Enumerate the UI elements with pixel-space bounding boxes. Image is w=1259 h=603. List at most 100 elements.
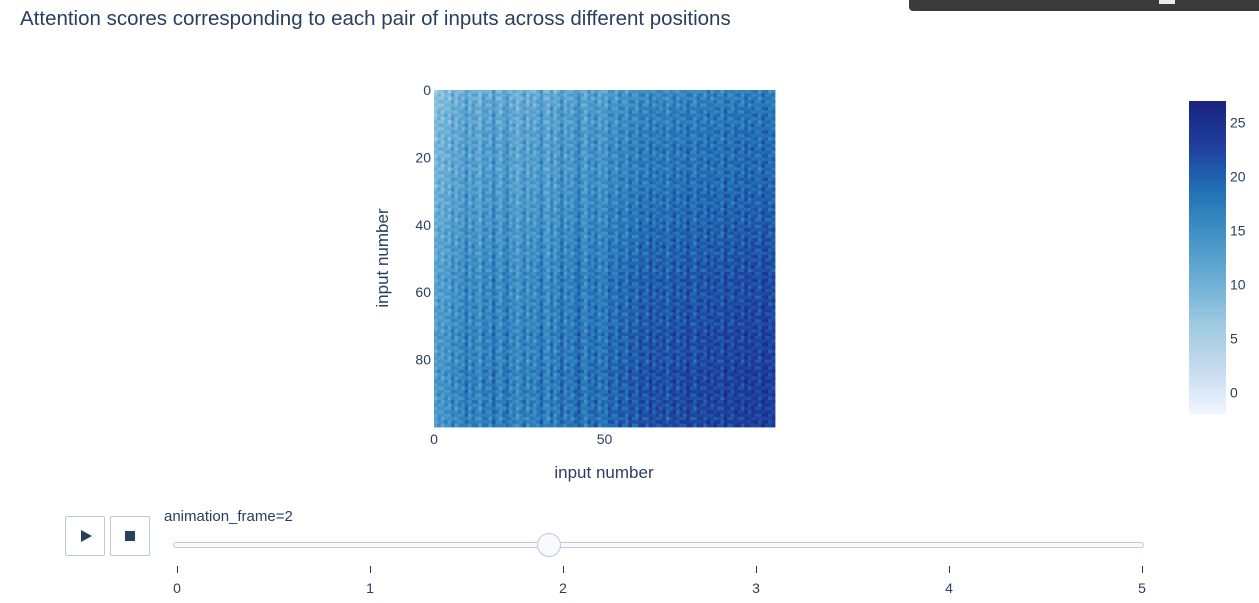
heatmap-cell xyxy=(764,231,769,236)
heatmap-cell xyxy=(645,110,650,114)
heatmap-cell xyxy=(597,255,602,259)
heatmap-cell xyxy=(727,170,732,175)
heatmap-cell xyxy=(655,157,660,162)
heatmap-cell xyxy=(689,248,694,253)
heatmap-cell xyxy=(457,207,462,212)
heatmap-cell xyxy=(536,201,541,205)
heatmap-cell xyxy=(734,123,738,128)
heatmap-cell xyxy=(468,96,472,101)
heatmap-cell xyxy=(635,93,639,98)
heatmap-cell xyxy=(768,234,772,239)
modebar[interactable] xyxy=(909,0,1259,11)
heatmap-cell xyxy=(454,174,459,179)
heatmap-cell xyxy=(478,234,483,239)
heatmap-cell xyxy=(519,248,524,253)
heatmap-cell xyxy=(703,127,708,131)
heatmap-cell xyxy=(485,167,489,172)
heatmap-cell xyxy=(669,201,674,205)
heatmap-cell xyxy=(723,147,728,152)
heatmap-cell xyxy=(638,113,643,118)
heatmap-cell xyxy=(655,204,660,209)
heatmap-cell xyxy=(515,228,520,232)
heatmap-cell xyxy=(624,93,629,98)
heatmap-cell xyxy=(474,231,479,236)
heatmap-cell xyxy=(771,248,776,253)
heatmap-cell xyxy=(761,143,766,148)
heatmap-cell xyxy=(696,100,701,104)
heatmap-cell xyxy=(461,221,466,226)
heatmap-cell xyxy=(723,184,728,189)
heatmap-cell xyxy=(532,103,537,108)
heatmap-cell xyxy=(457,245,462,249)
heatmap-cell xyxy=(734,177,738,182)
heatmap-cell xyxy=(682,218,687,222)
heatmap-cell xyxy=(621,123,626,128)
heatmap-cell xyxy=(485,147,489,152)
heatmap-cell xyxy=(740,170,745,175)
heatmap-cell xyxy=(526,180,530,185)
heatmap-cell xyxy=(696,120,701,125)
heatmap-cell xyxy=(727,103,732,108)
chart-title: Attention scores corresponding to each p… xyxy=(20,7,731,30)
heatmap-cell xyxy=(730,221,735,226)
heatmap-cell xyxy=(686,191,691,195)
heatmap-cell xyxy=(618,160,622,165)
heatmap-cell xyxy=(546,191,551,195)
heatmap-cell xyxy=(536,211,541,216)
heatmap-cell xyxy=(706,221,711,226)
heatmap-cell xyxy=(577,116,582,121)
heatmap-cell xyxy=(590,116,595,121)
heatmap-cell xyxy=(461,106,466,111)
heatmap-cell xyxy=(474,174,479,179)
heatmap-cell xyxy=(635,154,639,158)
heatmap-cell xyxy=(614,130,619,135)
heatmap-cell xyxy=(566,157,571,162)
heatmap-cell xyxy=(461,197,466,202)
heatmap-cell xyxy=(509,174,513,179)
heatmap-cell xyxy=(611,201,616,205)
heatmap-cell xyxy=(761,211,766,216)
heatmap-cell xyxy=(437,150,442,155)
heatmap-cell xyxy=(676,201,680,205)
heatmap-cell xyxy=(751,201,755,205)
heatmap-cell xyxy=(590,177,595,182)
heatmap-cell xyxy=(727,251,732,256)
heatmap-cell xyxy=(652,116,657,121)
heatmap-cell xyxy=(648,207,653,212)
heatmap-cell xyxy=(580,160,585,165)
heatmap-cell xyxy=(454,106,459,111)
camera-icon[interactable] xyxy=(1159,0,1175,4)
heatmap-cell xyxy=(481,106,486,111)
heatmap-cell xyxy=(672,245,677,249)
heatmap-cell xyxy=(584,137,588,141)
heatmap-cell xyxy=(757,90,762,94)
heatmap-cell xyxy=(601,231,605,236)
heatmap-cell xyxy=(679,113,684,118)
heatmap-cell xyxy=(587,167,592,172)
heatmap-cell xyxy=(573,113,578,118)
heatmap-cell xyxy=(771,234,776,239)
heatmap-cell xyxy=(515,140,520,145)
heatmap-cell xyxy=(485,130,489,135)
heatmap-cell xyxy=(737,100,742,104)
heatmap-cell xyxy=(652,96,657,101)
heatmap-cell xyxy=(526,100,530,104)
heatmap-cell xyxy=(478,116,483,121)
heatmap-cell xyxy=(488,154,493,158)
heatmap-cell xyxy=(539,207,544,212)
heatmap-cell xyxy=(546,113,551,118)
heatmap-cell xyxy=(532,133,537,138)
heatmap-cell xyxy=(768,197,772,202)
heatmap-cell xyxy=(679,201,684,205)
heatmap-cell xyxy=(761,170,766,175)
heatmap-cell xyxy=(737,164,742,168)
heatmap-cell xyxy=(771,140,776,145)
heatmap-cell xyxy=(693,116,697,121)
heatmap-cell xyxy=(642,184,646,189)
heatmap-cell xyxy=(624,207,629,212)
heatmap-cell xyxy=(669,90,674,94)
heatmap-cell xyxy=(754,184,759,189)
heatmap-cell xyxy=(457,127,462,131)
heatmap-cell xyxy=(686,137,691,141)
